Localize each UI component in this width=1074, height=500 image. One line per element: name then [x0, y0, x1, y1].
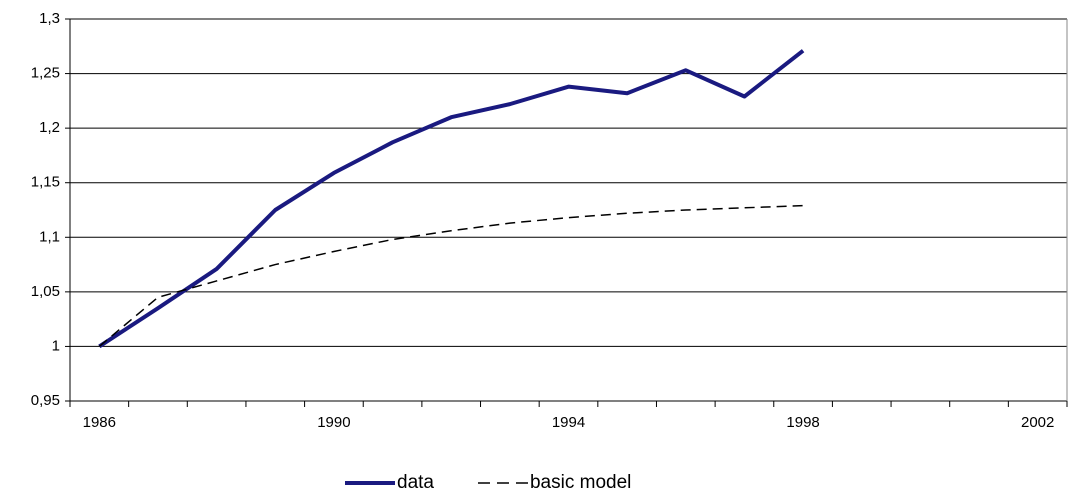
legend: data basic model [345, 472, 631, 493]
legend-label: basic model [530, 472, 631, 493]
x-tick-label: 2002 [1021, 414, 1054, 431]
y-tick-label: 0,95 [31, 392, 60, 409]
y-tick-label: 1 [52, 337, 60, 354]
x-tick-label: 1990 [317, 414, 350, 431]
y-tick-label: 1,3 [39, 10, 60, 27]
series-line [98, 49, 805, 349]
y-tick-label: 1,2 [39, 119, 60, 136]
legend-label: data [397, 472, 434, 493]
x-tick-label: 1998 [786, 414, 819, 431]
series-line [98, 204, 804, 348]
x-tick-label: 1994 [552, 414, 585, 431]
y-tick-label: 1,05 [31, 283, 60, 300]
y-tick-label: 1,25 [31, 65, 60, 82]
y-tick-label: 1,1 [39, 228, 60, 245]
x-tick-label: 1986 [83, 414, 116, 431]
y-tick-label: 1,15 [31, 174, 60, 191]
